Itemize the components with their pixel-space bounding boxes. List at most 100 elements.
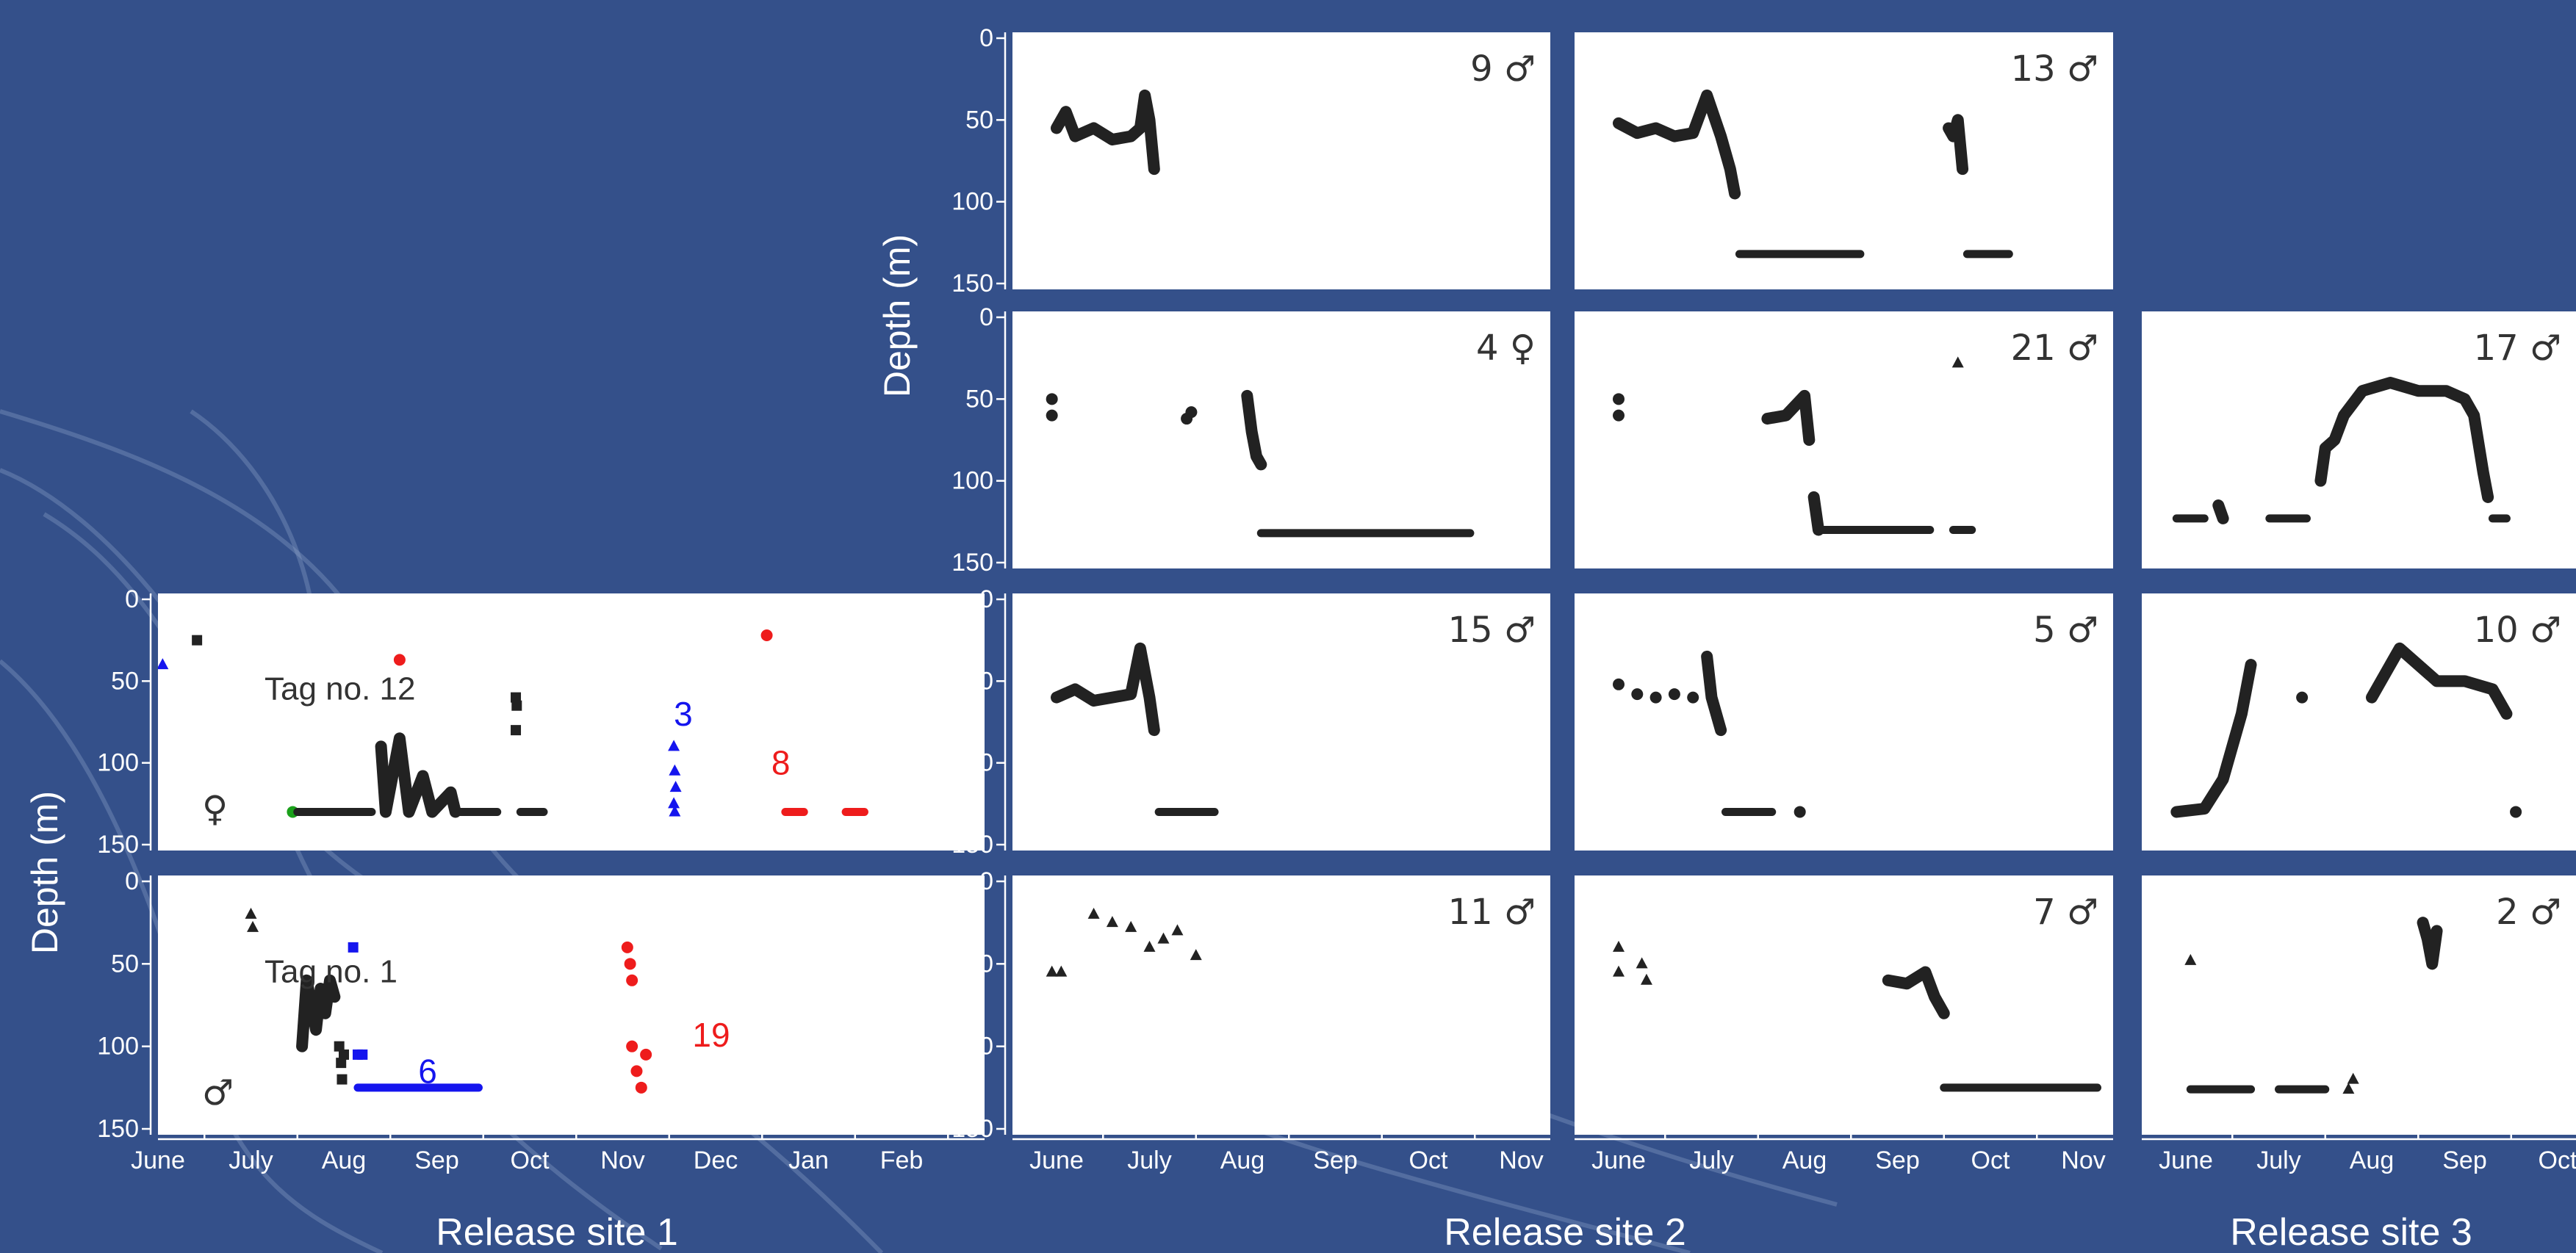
panel-tag-label: 5 ♂: [2033, 610, 2098, 651]
y-tick-label: 0: [125, 867, 139, 895]
panel-tag-7: [1575, 875, 2113, 1135]
y-tick-label: 50: [965, 385, 993, 413]
data-point-circle: [1613, 409, 1625, 422]
data-point-square: [511, 700, 522, 711]
y-tick-label: 100: [951, 467, 993, 495]
tag-label: Tag no. 12: [265, 671, 416, 707]
y-axis-title: Depth (m): [24, 791, 65, 954]
x-tick-label: Aug: [1220, 1147, 1265, 1174]
y-tick-label: 50: [965, 667, 993, 695]
panel-tag-15: [1012, 593, 1550, 851]
data-point-circle: [640, 1048, 652, 1061]
y-tick-label: 100: [951, 1033, 993, 1061]
series-tag-21: [1613, 356, 1976, 536]
x-tick-label: Sep: [1875, 1147, 1920, 1174]
tag-label: Tag no. 1: [265, 954, 397, 990]
data-point-square: [511, 725, 522, 736]
panel-tag-label: 17 ♂: [2474, 328, 2561, 369]
x-tick-label: Sep: [414, 1147, 459, 1174]
x-tick-label: Aug: [322, 1147, 367, 1174]
series-tag-13: [1613, 89, 2013, 259]
y-tick-label: 0: [979, 867, 993, 895]
panel-tag-21: [1575, 311, 2113, 568]
data-point-square: [336, 1058, 347, 1069]
data-point-circle: [1794, 806, 1806, 818]
x-tick-label: Feb: [880, 1147, 924, 1174]
track-band: [1051, 89, 1160, 176]
data-point-circle: [760, 629, 773, 641]
data-point-circle: [2296, 691, 2309, 704]
data-point-triangle: [1157, 932, 1170, 944]
track-band: [2212, 499, 2229, 524]
data-point-triangle: [1951, 356, 1964, 368]
x-tick-label: Aug: [2350, 1147, 2395, 1174]
x-tick-label: Oct: [2539, 1147, 2576, 1174]
data-point-triangle: [1640, 973, 1652, 985]
y-axis-row-3: 0 50 100 150: [97, 867, 152, 1143]
y-tick-label: 100: [97, 1033, 139, 1061]
data-point-square: [337, 1074, 348, 1085]
x-tick-label: Dec: [694, 1147, 738, 1174]
data-point-circle: [635, 1081, 647, 1094]
x-tick-label: June: [1591, 1147, 1646, 1174]
panel-tag-1: [158, 875, 985, 1135]
series-tag-9: [1051, 89, 1160, 176]
y-tick-label: 50: [965, 950, 993, 978]
data-point-circle: [1046, 393, 1058, 405]
track-band: [2366, 642, 2513, 720]
sex-symbol: ♀: [202, 788, 228, 829]
x-tick-label: July: [1689, 1147, 1733, 1174]
data-point-triangle: [669, 805, 681, 817]
y-tick-label: 100: [951, 749, 993, 777]
y-axis-title: Depth (m): [877, 234, 918, 397]
x-tick-label: July: [229, 1147, 273, 1174]
data-point-circle: [1687, 691, 1699, 704]
data-point-circle: [2510, 806, 2522, 818]
panel-tag-17: [2142, 311, 2576, 568]
y-tick-label: 150: [951, 270, 993, 297]
data-point-circle: [630, 1065, 643, 1077]
data-point-triangle: [1171, 924, 1184, 936]
data-point-circle: [621, 941, 633, 953]
y-tick-label: 100: [951, 188, 993, 216]
release-site-label: Release site 3: [2230, 1211, 2472, 1253]
data-point-triangle: [1046, 965, 1058, 977]
data-point-triangle: [1190, 949, 1202, 961]
panel-tag-9: [1012, 32, 1550, 289]
x-tick-label: Sep: [1313, 1147, 1358, 1174]
data-point-triangle: [1613, 940, 1625, 952]
x-tick-label: Jan: [788, 1147, 829, 1174]
data-point-circle: [626, 974, 638, 986]
y-axis-row-1: 0 50 100 150: [951, 303, 1007, 577]
data-point-triangle: [1143, 940, 1156, 952]
x-tick-label: June: [2159, 1147, 2213, 1174]
data-point-triangle: [2342, 1083, 2355, 1094]
y-axis-row-2: 0 50 100 150: [951, 585, 1007, 859]
panel-tag-label: 15 ♂: [1448, 610, 1536, 651]
x-tick-label: Nov: [2061, 1147, 2105, 1174]
data-point-triangle: [158, 658, 169, 670]
series-tag-5: [1613, 650, 1806, 818]
data-point-circle: [626, 1040, 638, 1052]
data-point-circle: [1631, 688, 1644, 701]
y-tick-label: 50: [111, 667, 139, 695]
data-point-square: [357, 1049, 368, 1060]
annotation-tag-3: 3: [674, 695, 693, 733]
y-tick-label: 150: [951, 1115, 993, 1143]
data-point-circle: [624, 958, 636, 970]
sex-symbol: ♂: [202, 1072, 234, 1113]
annotation-tag-6: 6: [418, 1052, 437, 1090]
track-band: [1761, 389, 1816, 446]
data-point-triangle: [247, 920, 259, 932]
annotation-tag-8: 8: [771, 744, 791, 782]
series-tag-10: [2170, 642, 2522, 818]
y-tick-label: 150: [97, 831, 139, 859]
x-axis-site-2-col-1: June July Aug Sep Oct Nov: [1575, 1129, 2113, 1174]
data-point-circle: [1668, 688, 1680, 701]
panel-tag-label: 10 ♂: [2474, 610, 2561, 651]
panel-tag-label: 21 ♂: [2011, 328, 2098, 369]
x-tick-label: Aug: [1782, 1147, 1827, 1174]
release-site-label: Release site 2: [1444, 1211, 1686, 1253]
x-tick-label: July: [1127, 1147, 1171, 1174]
data-point-triangle: [1125, 920, 1137, 932]
